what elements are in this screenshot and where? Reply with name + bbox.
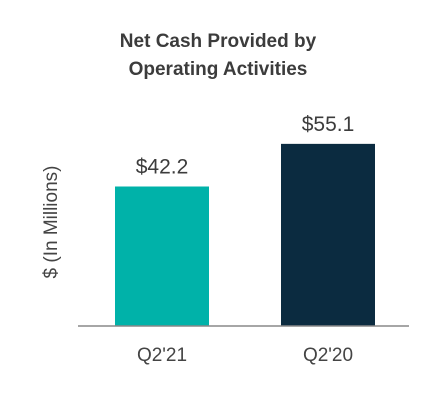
value-labels-layer: $42.2 $55.1 <box>136 113 355 179</box>
x-tick-labels: Q2'21 Q2'20 <box>137 345 353 366</box>
x-tick-label-0: Q2'21 <box>137 345 187 366</box>
bar-0 <box>115 186 209 326</box>
bar-value-label-1: $55.1 <box>302 113 355 136</box>
x-tick-label-1: Q2'20 <box>303 345 353 366</box>
y-axis-label: $ (In Millions) <box>41 166 62 279</box>
chart-title-line-2: Operating Activities <box>129 59 308 80</box>
bar-value-label-0: $42.2 <box>136 156 189 179</box>
bar-1 <box>281 143 375 326</box>
chart-title-line-1: Net Cash Provided by <box>120 31 317 52</box>
bars-layer <box>115 143 375 326</box>
